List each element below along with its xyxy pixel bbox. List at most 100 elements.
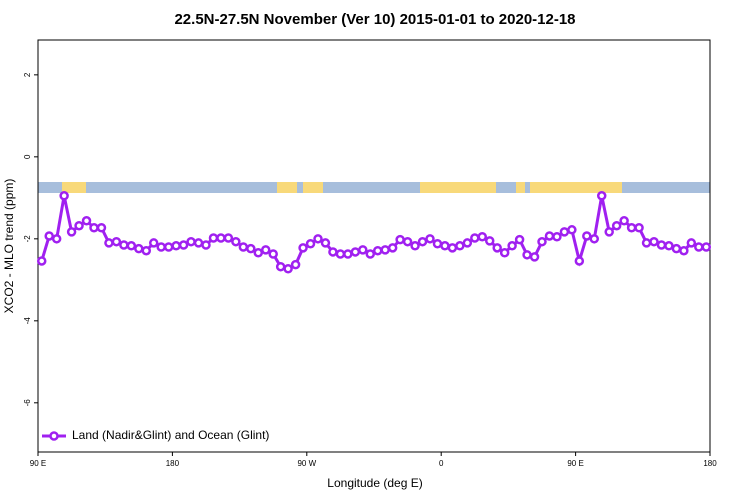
- x-tick-label: 180: [703, 459, 717, 468]
- land-band: [420, 182, 496, 193]
- data-point: [253, 248, 264, 258]
- data-point: [410, 241, 420, 251]
- data-point: [119, 240, 129, 250]
- data-point: [395, 234, 405, 245]
- data-point: [343, 249, 353, 259]
- data-point: [36, 256, 47, 266]
- y-tick-label: 0: [23, 154, 32, 159]
- data-point: [171, 241, 181, 251]
- legend-label: Land (Nadir&Glint) and Ocean (Glint): [72, 428, 269, 442]
- data-point: [201, 240, 211, 250]
- data-point: [611, 220, 622, 231]
- data-point: [679, 245, 689, 256]
- data-point: [455, 241, 465, 251]
- data-point: [582, 231, 592, 241]
- data-point: [514, 234, 525, 245]
- data-point: [567, 225, 577, 235]
- data-point: [268, 249, 278, 259]
- x-axis-label: Longitude (deg E): [327, 476, 422, 490]
- data-point: [246, 243, 256, 254]
- land-band: [516, 182, 525, 193]
- data-point: [126, 241, 137, 251]
- x-tick-label: 90 W: [297, 459, 316, 468]
- data-point: [51, 234, 62, 244]
- data-point: [626, 223, 637, 233]
- data-point: [440, 241, 450, 251]
- land-band: [62, 182, 86, 193]
- data-point: [529, 252, 540, 262]
- data-point: [193, 238, 204, 248]
- data-point: [387, 243, 398, 253]
- data-point: [694, 242, 704, 252]
- data-point: [89, 223, 99, 233]
- data-point: [484, 236, 495, 246]
- data-point: [313, 234, 323, 244]
- legend-marker: [49, 431, 59, 441]
- land-ocean-band: [38, 182, 710, 193]
- data-point: [477, 232, 488, 242]
- data-point: [596, 191, 607, 201]
- data-point: [44, 231, 54, 241]
- data-point: [604, 227, 614, 237]
- y-tick-label: -4: [23, 317, 32, 325]
- data-point: [649, 236, 659, 247]
- data-point: [432, 238, 443, 249]
- data-point: [178, 240, 189, 250]
- data-point: [275, 261, 286, 272]
- data-point: [231, 236, 241, 247]
- data-point: [574, 256, 585, 266]
- data-point: [335, 249, 346, 259]
- data-point: [328, 247, 338, 257]
- data-point: [350, 247, 361, 257]
- data-point: [522, 250, 532, 260]
- data-point: [186, 236, 196, 247]
- land-band: [303, 182, 323, 193]
- data-point: [671, 243, 682, 254]
- land-band: [277, 182, 297, 193]
- data-point: [148, 238, 159, 248]
- data-point: [163, 242, 174, 252]
- data-point: [402, 236, 413, 247]
- data-point: [283, 264, 293, 274]
- data-point: [380, 245, 390, 255]
- data-point: [656, 240, 667, 250]
- y-tick-label: 2: [23, 72, 32, 77]
- data-point: [111, 236, 122, 247]
- data-point: [238, 242, 249, 252]
- x-tick-label: 180: [166, 459, 180, 468]
- data-point: [559, 227, 570, 237]
- ocean-band: [38, 182, 710, 193]
- data-point: [81, 216, 92, 226]
- data-point: [96, 223, 107, 233]
- data-point: [507, 241, 517, 251]
- data-point: [74, 220, 84, 231]
- data-point: [104, 238, 114, 248]
- data-point: [260, 245, 271, 255]
- data-point: [298, 243, 308, 253]
- data-point: [358, 245, 368, 255]
- y-axis-label: XCO2 - MLO trend (ppm): [2, 179, 16, 314]
- data-point: [589, 234, 600, 244]
- data-point: [634, 223, 644, 233]
- y-tick-label: -2: [23, 235, 32, 243]
- data-point: [305, 238, 316, 249]
- y-tick-label: -6: [23, 399, 32, 407]
- data-point: [686, 238, 697, 248]
- data-point: [701, 242, 712, 252]
- data-point: [425, 234, 435, 244]
- land-band: [530, 182, 622, 193]
- data-point: [365, 249, 376, 259]
- data-point: [59, 191, 69, 201]
- x-tick-label: 0: [439, 459, 444, 468]
- data-point: [499, 248, 510, 258]
- chart-title: 22.5N-27.5N November (Ver 10) 2015-01-01…: [174, 11, 575, 28]
- data-point: [208, 233, 219, 243]
- data-point: [462, 238, 473, 248]
- data-point: [223, 233, 234, 243]
- data-point: [619, 216, 629, 226]
- data-point: [216, 233, 226, 243]
- data-point: [372, 245, 383, 256]
- data-point: [492, 243, 502, 253]
- data-point: [470, 233, 480, 243]
